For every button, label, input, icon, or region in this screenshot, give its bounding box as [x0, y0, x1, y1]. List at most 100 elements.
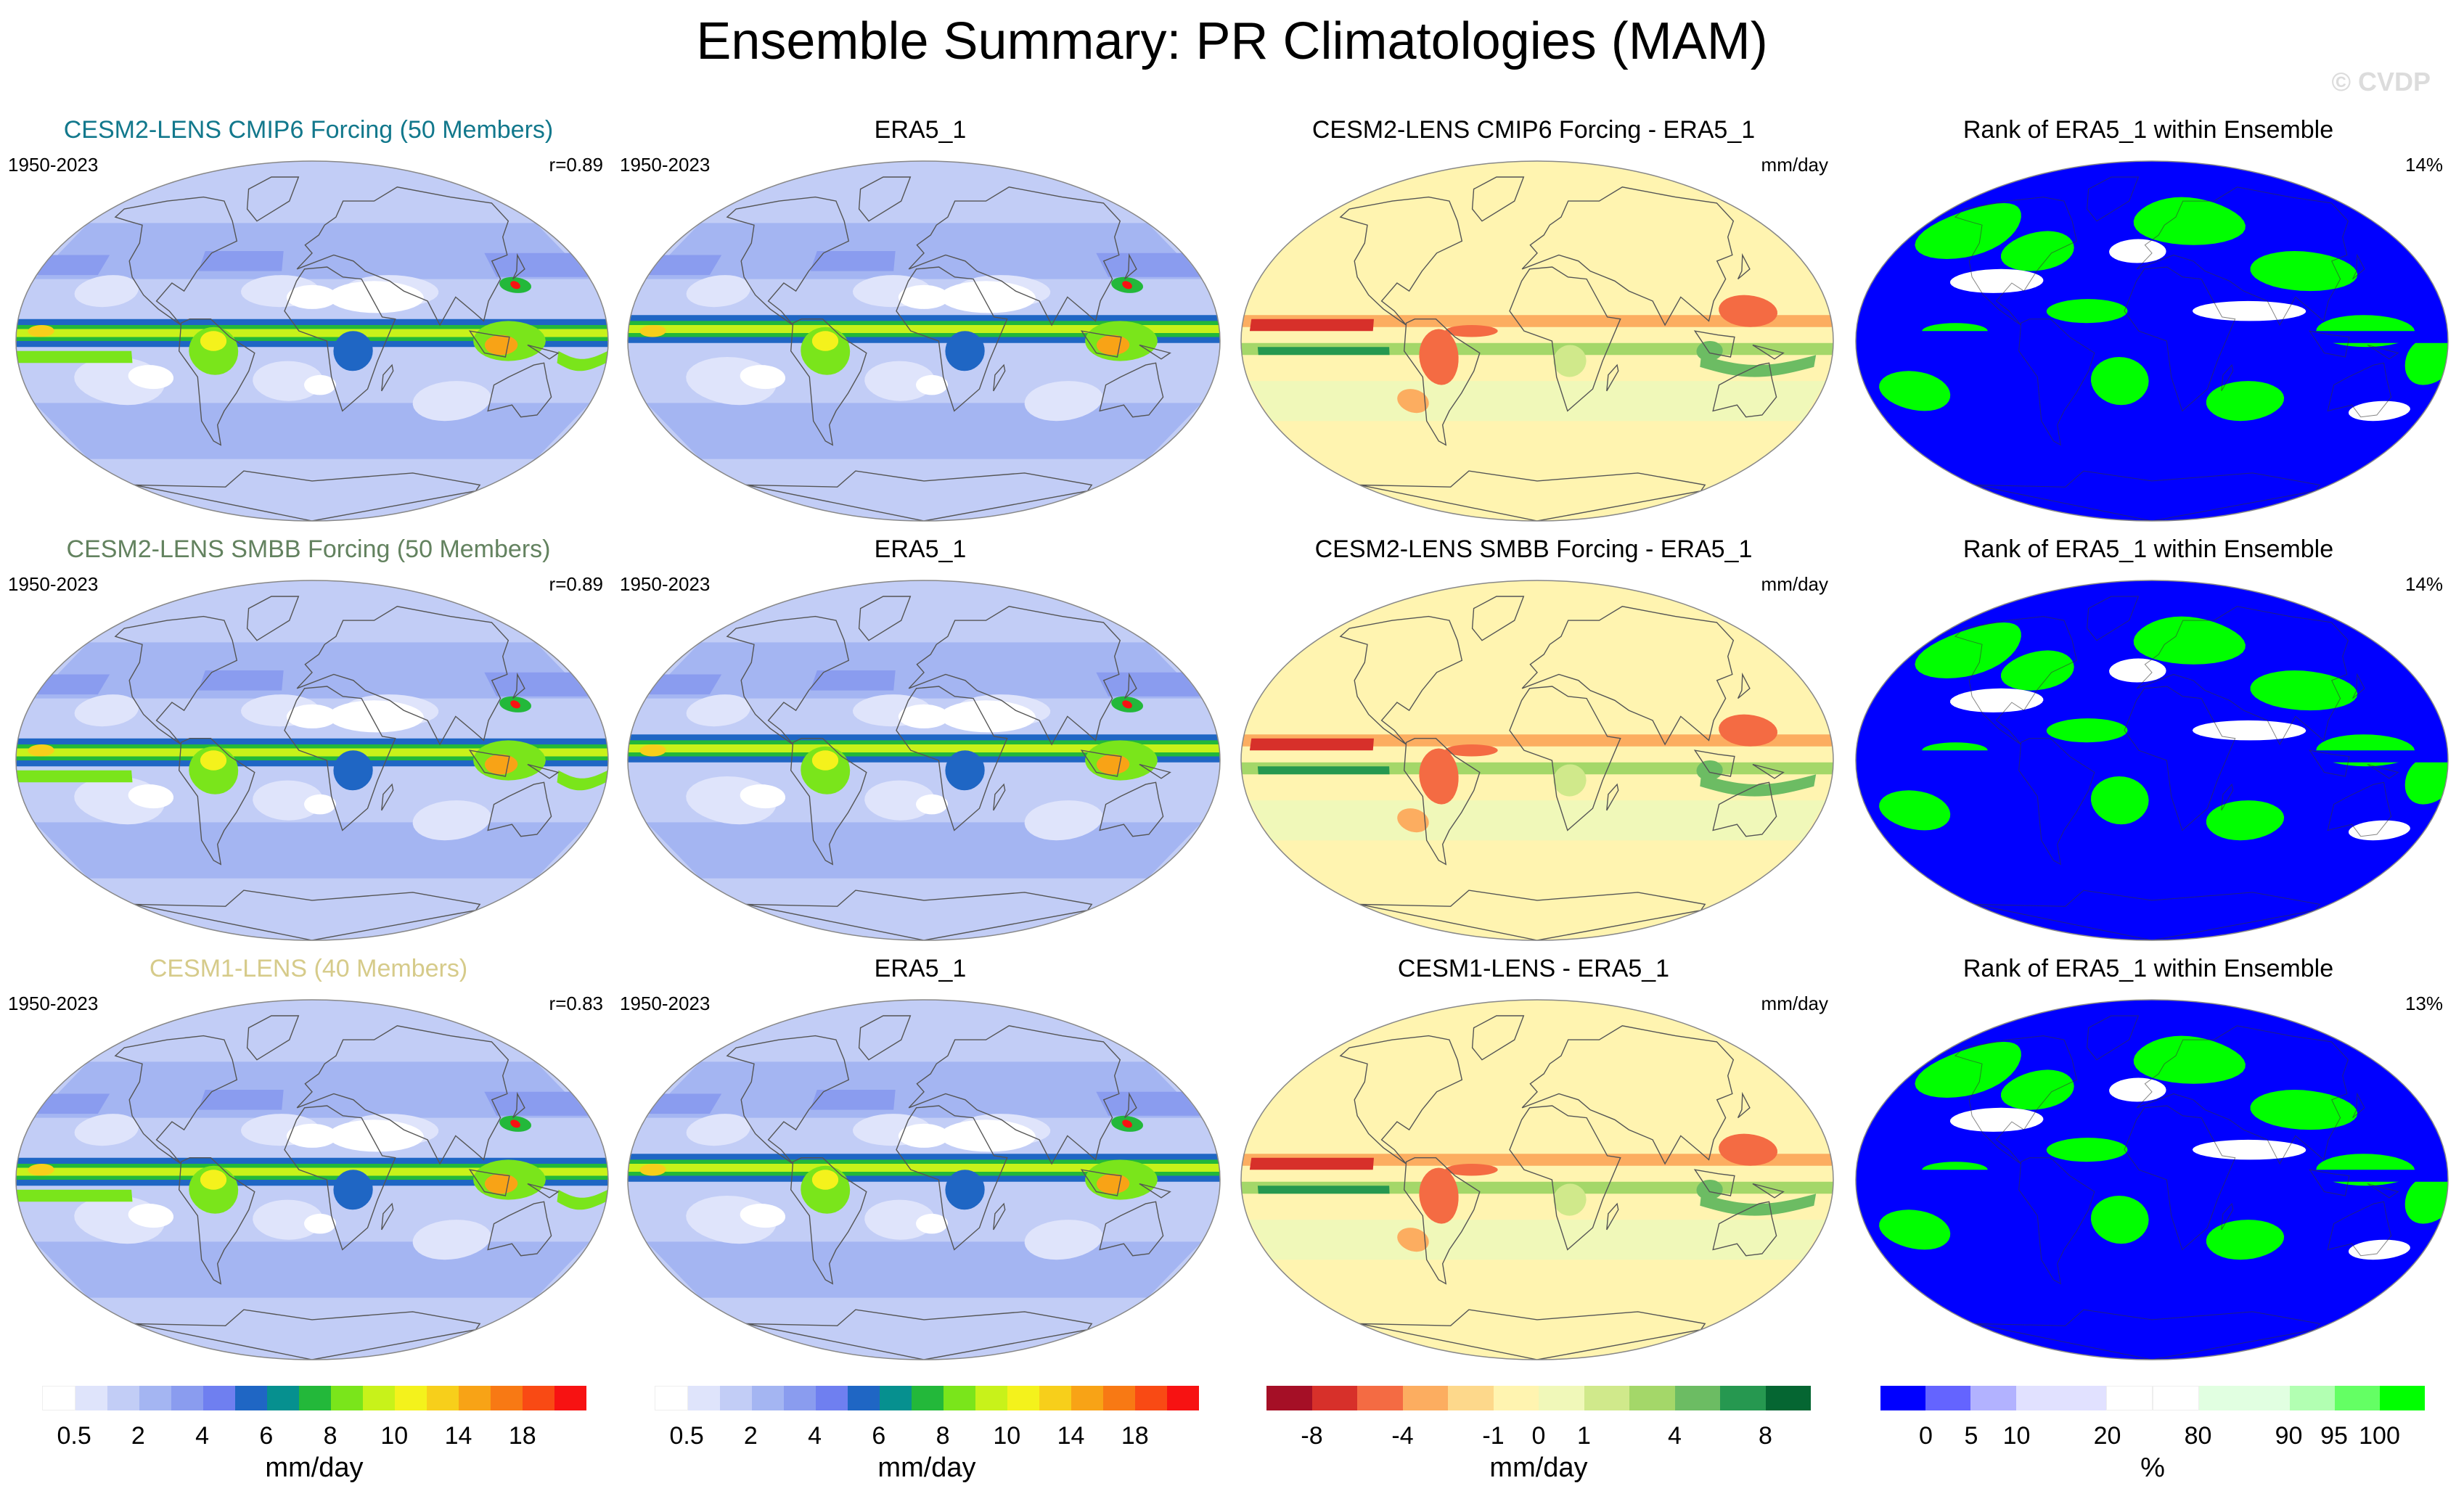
colorbar-box: [267, 1386, 299, 1410]
panel-title: ERA5_1: [874, 116, 967, 144]
atlantic-storm-track: [810, 670, 896, 691]
colorbar-box: [363, 1386, 395, 1410]
colorbar-box: [1103, 1386, 1135, 1410]
double-itcz-east: [16, 770, 133, 783]
zero-background: [1241, 161, 1833, 521]
driest-zone-1: [916, 374, 948, 395]
panel-row1-model: CESM2-LENS CMIP6 Forcing (50 Members) 195…: [4, 116, 613, 522]
mid-rank-region-1: [2192, 300, 2307, 321]
midlat-storm-track-south: [646, 403, 1202, 459]
high-rank-region-2: [2250, 670, 2358, 711]
maritime-continent-max: [484, 754, 518, 775]
high-rank-region-1: [2133, 197, 2246, 245]
colorbar-tick-label: 18: [508, 1422, 536, 1450]
colorbar-tick-label: 1: [1577, 1422, 1591, 1450]
amazon-max: [811, 750, 839, 771]
pacific-itcz-max: [639, 325, 666, 337]
mid-rank-region-2: [2109, 1077, 2166, 1102]
congo-rain: [945, 1170, 985, 1210]
colorbar-box: [1311, 1386, 1357, 1410]
colorbar-box: [1357, 1386, 1403, 1410]
coastlines: [1954, 176, 2399, 521]
atlantic-storm-track: [198, 1090, 284, 1110]
pacific-dry-bias: [1249, 738, 1374, 751]
atlantic-storm-track: [810, 1090, 896, 1110]
atlantic-storm-track: [198, 251, 284, 271]
colorbar-tick-label: 10: [993, 1422, 1021, 1450]
itcz-dry-bias: [1242, 315, 1833, 327]
congo-rain: [333, 1170, 373, 1210]
midlat-storm-track-south: [34, 1241, 590, 1298]
mid-rank-region-3: [2348, 1239, 2410, 1260]
map-border: [1240, 999, 1834, 1360]
colorbar-box: [1493, 1386, 1539, 1410]
panel-row2-diff: CESM2-LENS SMBB Forcing - ERA5_1 mm/day: [1229, 535, 1838, 942]
pacific-storm-track-east: [36, 674, 110, 695]
high-rank-region-4: [1879, 371, 1951, 411]
pacific-itcz-max: [639, 744, 666, 757]
midlat-storm-track-north: [646, 223, 1202, 279]
colorbar-box: [1720, 1386, 1766, 1410]
amazon-max: [811, 331, 839, 351]
map-border: [627, 580, 1221, 941]
driest-zone-3: [898, 1123, 950, 1148]
driest-zone-0: [740, 365, 785, 390]
obs-map: [627, 580, 1221, 941]
map-border: [1855, 999, 2449, 1360]
panel-title: CESM1-LENS - ERA5_1: [1397, 955, 1670, 982]
dry-subtropics-4: [74, 275, 139, 308]
model-map: [15, 999, 609, 1360]
colorbar-box: [2334, 1386, 2380, 1410]
mid-rank-region-1: [2192, 720, 2307, 741]
driest-zone-1: [304, 374, 336, 395]
difference-colorbar: -8 -4 -1 0 1 4 8 mm/day: [1266, 1386, 1811, 1487]
driest-zone-0: [740, 784, 785, 809]
high-rank-region-3: [2001, 650, 2074, 691]
period-label: 1950-2023: [620, 993, 711, 1014]
colorbar-tick-label: 4: [195, 1422, 210, 1450]
east-asia-max: [1122, 1120, 1132, 1128]
colorbar-tick-label: 4: [808, 1422, 822, 1450]
pacific-storm-track: [484, 672, 589, 697]
diff-map: [1240, 999, 1834, 1360]
coastlines: [1339, 596, 1785, 940]
map-border: [1855, 580, 2449, 941]
congo-rain: [333, 331, 373, 371]
zero-background: [1241, 1000, 1833, 1360]
colorbar-tick-label: 5: [1964, 1422, 1978, 1450]
dry-subtropics-4: [686, 1114, 750, 1146]
correlation-label: r=0.83: [549, 993, 603, 1014]
pacific-wet-bias: [1257, 1186, 1390, 1194]
pacific-itcz-max: [639, 1164, 666, 1176]
pacific-storm-track-east: [36, 255, 110, 276]
map-border: [1240, 580, 1834, 941]
colorbar-tick-label: 14: [1057, 1422, 1085, 1450]
colorbar-box: [331, 1386, 363, 1410]
dry-subtropics-4: [74, 694, 139, 727]
mid-rank-region-3: [2348, 401, 2410, 422]
atlantic-itcz-dry: [1445, 744, 1498, 757]
amazon-max: [200, 1170, 227, 1190]
double-itcz-east: [16, 1189, 133, 1202]
coastlines: [1954, 596, 2399, 940]
diff-map: [1240, 580, 1834, 941]
maritime-wet: [1696, 1180, 1723, 1200]
driest-zone-2: [328, 1120, 424, 1152]
itcz-core: [16, 329, 608, 337]
pacific-storm-track: [1096, 1091, 1201, 1116]
mid-rank-region-1: [2192, 1139, 2307, 1160]
colorbar-box: [395, 1386, 427, 1410]
pacific-storm-track: [1096, 672, 1201, 697]
driest-zone-1: [304, 794, 336, 815]
rank-map: [1855, 580, 2449, 941]
colorbar-box: [1970, 1386, 2016, 1410]
colorbar-tick-label: -1: [1482, 1422, 1505, 1450]
colorbar-box: [1880, 1386, 1926, 1410]
rank-colorbar: 0 5 10 20 80 90 95 100%: [1880, 1386, 2426, 1487]
colorbar-tick-label: 20: [2093, 1422, 2121, 1450]
colorbar-tick-label: 10: [2002, 1422, 2031, 1450]
high-rank-region-9: [2404, 1175, 2448, 1224]
panel-row3-obs: ERA5_1 1950-2023: [615, 955, 1225, 1361]
rank-percent-label: 14%: [2404, 154, 2443, 176]
panel-row2-rank: Rank of ERA5_1 within Ensemble 14%: [1843, 535, 2453, 942]
